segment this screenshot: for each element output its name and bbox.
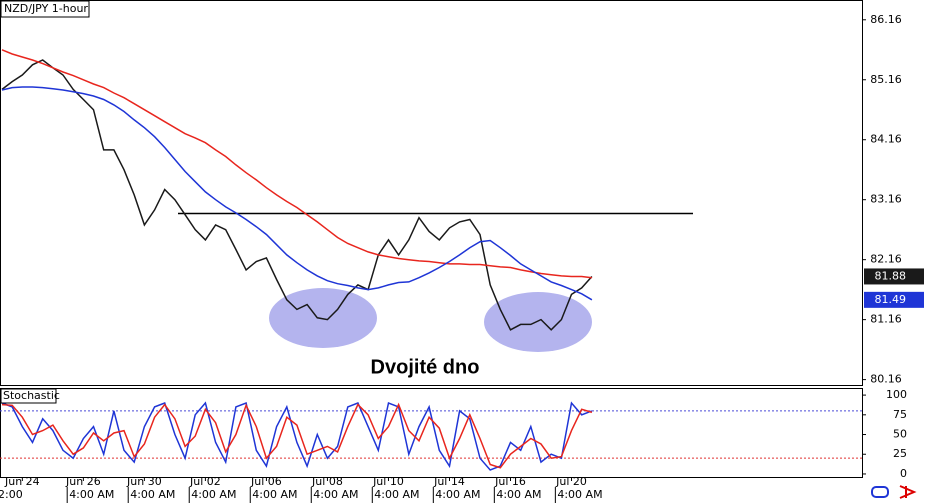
y-tick-label: 83.16 [870,193,902,206]
annotation: Dvojité dno [371,356,480,378]
x-tick-label: Jun 26 [65,475,101,488]
x-tick-label: Jul 10 [372,475,404,488]
title-box [0,0,90,18]
x-session-label: 4:00 AM [130,488,175,501]
x-session-label: 4:00 AM [557,488,602,501]
y-tick-label: 25 [893,447,907,460]
x-tick-label: Jul 06 [250,475,282,488]
x-session-label: 2:00 [0,488,23,501]
y-tick-label: 80.16 [870,373,902,386]
link-icon[interactable] [871,486,889,498]
title-box [0,388,57,404]
y-tick-label: 86.16 [870,13,902,26]
x-tick-label: Jun 30 [126,475,162,488]
y-tick-label: 84.16 [870,133,902,146]
x-session-label: 4:00 AM [313,488,358,501]
series-line [1,49,592,279]
series-line [1,59,593,331]
series-line [1,402,593,469]
close-icon[interactable] [899,485,917,499]
y-tick-label: 75 [893,408,907,421]
x-tick-label: Jul 08 [311,475,343,488]
x-tick-label: Jul 20 [555,475,587,488]
x-session-label: 4:00 AM [252,488,297,501]
x-session-label: 4:00 AM [374,488,419,501]
price-pane [0,0,863,386]
y-tick-label: 81.16 [870,313,902,326]
y-tick-label: 82.16 [870,253,902,266]
highlight-ellipse [269,288,377,348]
y-tick-label: 100 [886,388,907,401]
y-tick-label: 0 [900,467,907,480]
x-session-label: 4:00 AM [435,488,480,501]
y-tick-label: 50 [893,428,907,441]
x-tick-label: Jun 24 [4,475,40,488]
y-tick-label: 85.16 [870,73,902,86]
x-tick-label: Jul 02 [189,475,221,488]
x-session-label: 4:00 AM [191,488,236,501]
x-tick-label: Jul 16 [494,475,526,488]
highlight-ellipse [484,292,592,352]
price-tag-label: 81.88 [875,269,907,282]
price-tag [864,268,924,285]
x-tick-label: Jul 14 [433,475,465,488]
series-line [1,401,593,471]
pane-title: Stochastic [3,389,60,402]
x-session-label: 4:00 AM [496,488,541,501]
x-session-label: 4:00 AM [69,488,114,501]
price-tag-label: 81.49 [875,293,907,306]
stochastic-pane [0,388,863,478]
price-tag [864,291,924,308]
series-line [1,86,593,301]
chart-title: NZD/JPY 1-hour [4,2,88,15]
